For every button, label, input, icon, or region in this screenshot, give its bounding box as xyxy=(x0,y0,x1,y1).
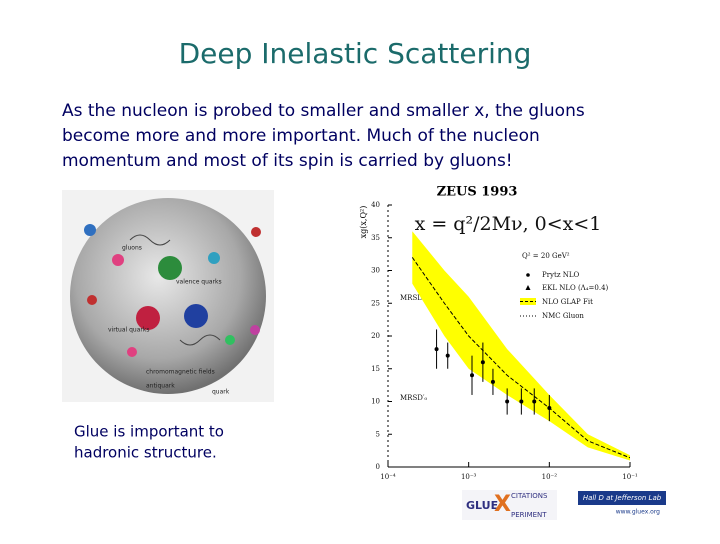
y-tick-label: 0 xyxy=(376,463,380,471)
data-point xyxy=(505,399,510,404)
data-point xyxy=(480,360,485,365)
annotation: Q² = 20 GeV² xyxy=(522,252,570,260)
logo-text: X xyxy=(494,492,511,517)
logo-text: GLUE xyxy=(466,499,498,512)
y-tick-label: 10 xyxy=(371,398,380,406)
sea-quark xyxy=(251,227,261,237)
nucleon-sphere xyxy=(70,198,266,394)
data-point xyxy=(490,379,495,384)
body-line: become more and more important. Much of … xyxy=(62,126,540,146)
data-point xyxy=(532,399,537,404)
y-tick-label: 25 xyxy=(371,299,380,307)
legend-symbol xyxy=(526,273,530,277)
legend-symbol xyxy=(525,285,531,290)
legend-label: NMC Gluon xyxy=(542,312,584,320)
gluon-line xyxy=(129,234,221,346)
halld-logo xyxy=(578,491,666,505)
uncertainty-band xyxy=(412,231,630,461)
plot: ZEUS 1993 x = q²/2Mν, 0<x<1 xg(x,Q²) Q² … xyxy=(359,185,638,482)
caption-line: hadronic structure. xyxy=(74,444,217,462)
y-tick-label: 5 xyxy=(376,430,380,438)
image-label: gluons xyxy=(122,245,142,252)
legend-label: EKL NLO (Λ₄=0.4) xyxy=(542,284,609,292)
sea-quark xyxy=(112,254,124,266)
logo-text: CITATIONS xyxy=(511,492,548,500)
curve-label: MRSD′₀ xyxy=(400,394,427,402)
data-point xyxy=(470,373,475,378)
sea-quark xyxy=(127,347,137,357)
data-point xyxy=(434,347,439,352)
logo-text: Hall D at Jefferson Lab xyxy=(583,494,662,502)
sea-quark xyxy=(208,252,220,264)
sea-quark xyxy=(250,325,260,335)
formula: x = q²/2Mν, 0<x<1 xyxy=(415,213,602,235)
y-tick-label: 15 xyxy=(371,365,380,373)
legend-label: Prytz NLO xyxy=(542,271,580,279)
sea-quark xyxy=(87,295,97,305)
legend-label: NLO GLAP Fit xyxy=(542,298,593,306)
x-tick-label: 10⁻⁴ xyxy=(380,473,396,481)
plot-title: ZEUS 1993 xyxy=(437,185,518,200)
y-tick-label: 40 xyxy=(371,201,380,209)
image-label: antiquark xyxy=(146,383,175,390)
x-tick-label: 10⁻³ xyxy=(461,473,477,481)
x-tick-label: 10⁻² xyxy=(542,473,558,481)
data-point xyxy=(519,399,524,404)
curve-label: MRSD′₋ xyxy=(400,294,428,302)
quark xyxy=(184,304,208,328)
data-point xyxy=(547,406,552,411)
body-line: As the nucleon is probed to smaller and … xyxy=(62,101,585,121)
sea-quark xyxy=(84,224,96,236)
logo-text: PERIMENT xyxy=(511,511,547,519)
slide-title: Deep Inelastic Scattering xyxy=(179,37,532,70)
fit-curve xyxy=(411,257,630,459)
x-tick-label: 10⁻¹ xyxy=(622,473,638,481)
y-tick-label: 30 xyxy=(371,267,380,275)
logo-text: www.gluex.org xyxy=(616,509,660,516)
y-tick-label: 20 xyxy=(371,332,380,340)
nucleon-image: gluons valence quarks virtual quarks chr… xyxy=(62,190,274,402)
quark xyxy=(158,256,182,280)
image-label: virtual quarks xyxy=(108,327,149,334)
body-line: momentum and most of its spin is carried… xyxy=(62,151,513,171)
sea-quark xyxy=(225,335,235,345)
image-label: quark xyxy=(212,389,230,396)
y-axis-label: xg(x,Q²) xyxy=(359,206,368,239)
gluex-logo xyxy=(462,490,557,520)
logos: GLUE X CITATIONS PERIMENT Hall D at Jeff… xyxy=(462,490,666,520)
quark xyxy=(136,306,160,330)
image-label: valence quarks xyxy=(176,279,222,286)
data-point xyxy=(445,353,450,358)
y-tick-label: 35 xyxy=(371,234,380,242)
image-label: chromomagnetic fields xyxy=(146,369,215,376)
caption-line: Glue is important to xyxy=(74,423,224,441)
